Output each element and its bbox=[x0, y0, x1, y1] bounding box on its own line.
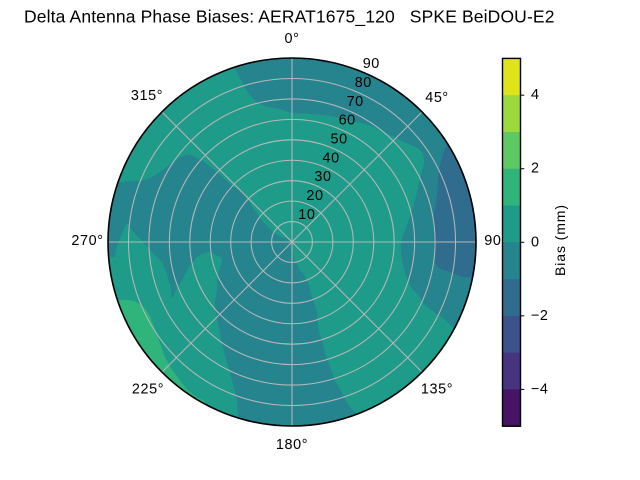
svg-text:−2: −2 bbox=[531, 308, 548, 324]
svg-text:90: 90 bbox=[363, 56, 380, 72]
svg-text:270°: 270° bbox=[71, 233, 103, 249]
svg-text:20: 20 bbox=[306, 188, 323, 204]
svg-text:60: 60 bbox=[339, 113, 356, 129]
svg-text:10: 10 bbox=[298, 207, 315, 223]
svg-text:40: 40 bbox=[322, 150, 339, 166]
svg-text:0°: 0° bbox=[285, 31, 300, 47]
svg-text:180°: 180° bbox=[276, 437, 308, 453]
svg-text:Delta Antenna Phase Biases: AE: Delta Antenna Phase Biases: AERAT1675_12… bbox=[24, 7, 555, 28]
svg-text:90: 90 bbox=[484, 233, 501, 249]
svg-text:2: 2 bbox=[531, 161, 540, 177]
svg-text:135°: 135° bbox=[421, 382, 453, 398]
svg-text:4: 4 bbox=[531, 87, 540, 103]
svg-text:−4: −4 bbox=[531, 381, 548, 397]
svg-text:30: 30 bbox=[314, 169, 331, 185]
svg-text:45°: 45° bbox=[425, 90, 449, 106]
svg-text:225°: 225° bbox=[132, 382, 164, 398]
svg-text:70: 70 bbox=[347, 94, 364, 110]
svg-text:Bias (mm): Bias (mm) bbox=[552, 204, 568, 276]
svg-text:0: 0 bbox=[531, 234, 540, 250]
svg-text:80: 80 bbox=[355, 75, 372, 91]
svg-text:315°: 315° bbox=[131, 88, 163, 104]
svg-text:50: 50 bbox=[330, 132, 347, 148]
